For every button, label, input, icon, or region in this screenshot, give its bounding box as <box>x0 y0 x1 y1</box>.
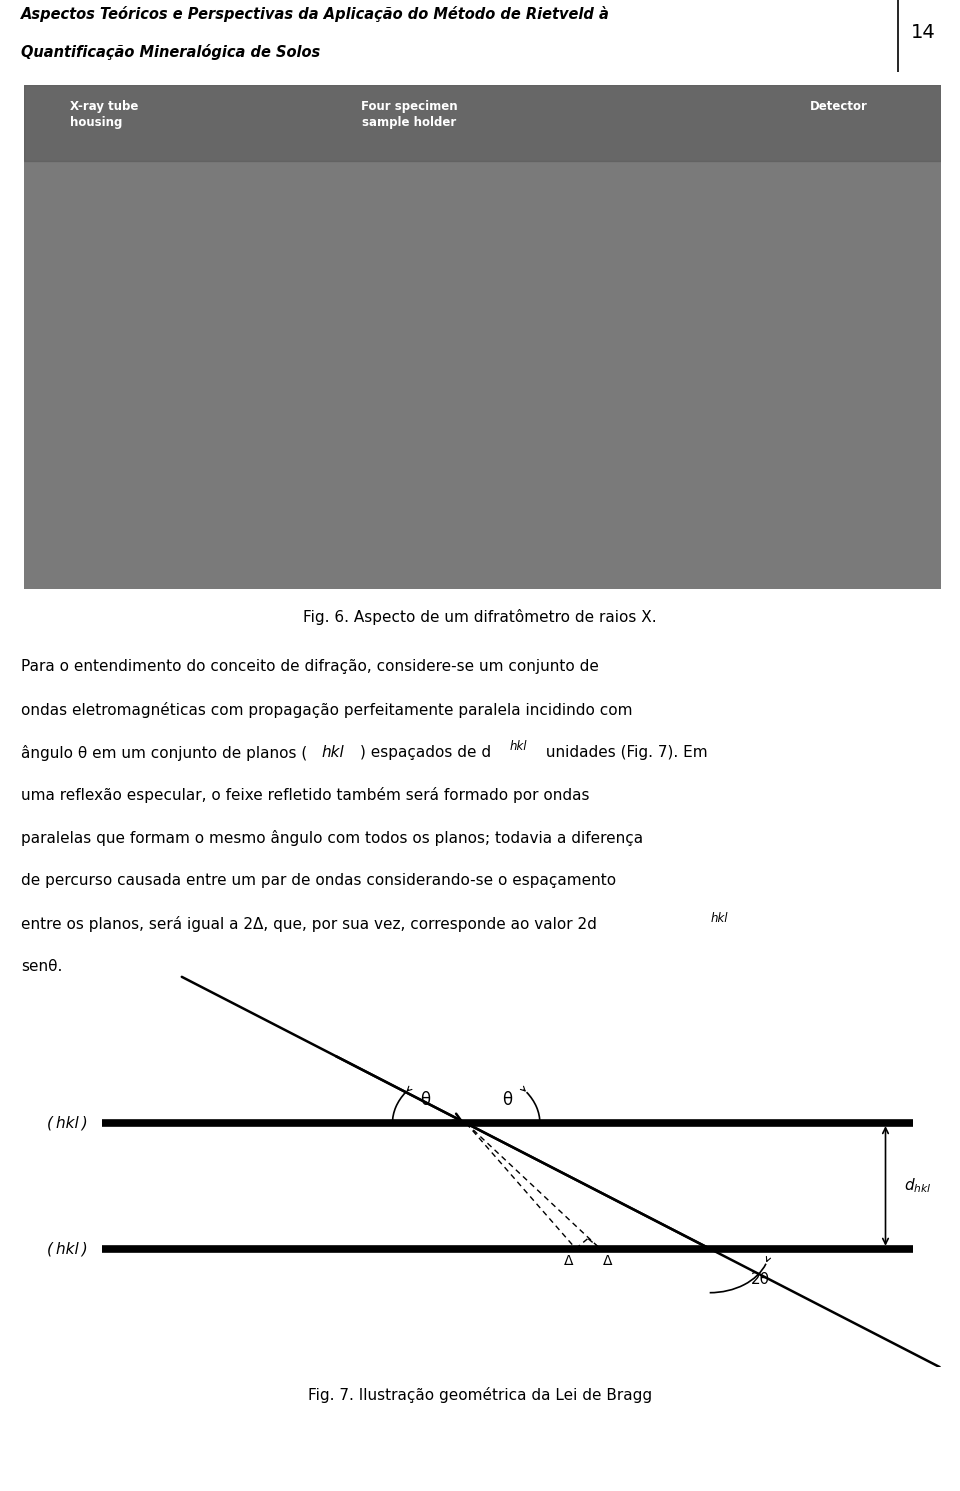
Text: Δ: Δ <box>564 1254 573 1267</box>
Text: ) espaçados de d: ) espaçados de d <box>360 744 492 759</box>
Text: entre os planos, será igual a 2Δ, que, por sua vez, corresponde ao valor 2d: entre os planos, será igual a 2Δ, que, p… <box>21 917 597 932</box>
Text: ângulo θ em um conjunto de planos (: ângulo θ em um conjunto de planos ( <box>21 744 307 760</box>
Text: X-ray tube
housing: X-ray tube housing <box>70 100 138 130</box>
Text: unidades (Fig. 7). Em: unidades (Fig. 7). Em <box>540 744 708 759</box>
Text: Aspectos Teóricos e Perspectivas da Aplicação do Método de Rietveld à: Aspectos Teóricos e Perspectivas da Apli… <box>21 6 610 22</box>
Text: ( hkl ): ( hkl ) <box>47 1115 87 1130</box>
Text: uma reflexão especular, o feixe refletido também será formado por ondas: uma reflexão especular, o feixe refletid… <box>21 787 589 804</box>
Text: $d_{hkl}$: $d_{hkl}$ <box>904 1176 931 1196</box>
Text: senθ.: senθ. <box>21 959 62 974</box>
Text: ondas eletromagnéticas com propagação perfeitamente paralela incidindo com: ondas eletromagnéticas com propagação pe… <box>21 702 633 717</box>
Text: Detector: Detector <box>809 100 868 113</box>
Text: Quantificação Mineralógica de Solos: Quantificação Mineralógica de Solos <box>21 45 321 60</box>
Text: ( hkl ): ( hkl ) <box>47 1241 87 1255</box>
Bar <box>24 85 941 161</box>
Text: Para o entendimento do conceito de difração, considere-se um conjunto de: Para o entendimento do conceito de difra… <box>21 659 599 674</box>
Text: hkl: hkl <box>710 912 728 924</box>
Text: de percurso causada entre um par de ondas considerando-se o espaçamento: de percurso causada entre um par de onda… <box>21 874 616 889</box>
Text: θ: θ <box>502 1091 512 1109</box>
Text: Fig. 6. Aspecto de um difratômetro de raios X.: Fig. 6. Aspecto de um difratômetro de ra… <box>303 608 657 625</box>
Text: paralelas que formam o mesmo ângulo com todos os planos; todavia a diferença: paralelas que formam o mesmo ângulo com … <box>21 830 643 847</box>
Text: 2θ: 2θ <box>751 1272 770 1287</box>
Text: hkl: hkl <box>510 740 527 753</box>
Text: Δ: Δ <box>603 1254 612 1267</box>
Text: hkl: hkl <box>322 744 345 759</box>
Text: θ: θ <box>420 1091 431 1109</box>
Text: Four specimen
sample holder: Four specimen sample holder <box>361 100 457 130</box>
Text: 14: 14 <box>911 22 936 42</box>
Text: Fig. 7. Ilustração geométrica da Lei de Bragg: Fig. 7. Ilustração geométrica da Lei de … <box>308 1387 652 1403</box>
